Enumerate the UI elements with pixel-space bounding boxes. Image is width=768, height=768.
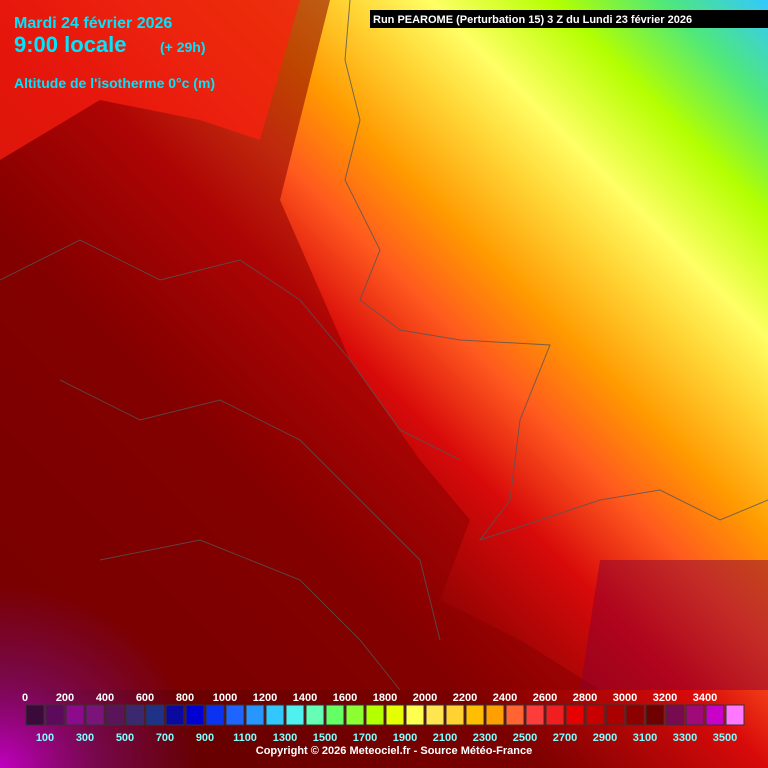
legend-swatch — [405, 704, 425, 726]
legend-swatch — [605, 704, 625, 726]
legend-swatch — [285, 704, 305, 726]
legend-label: 2100 — [433, 732, 457, 744]
legend-swatch — [525, 704, 545, 726]
legend-label: 1100 — [233, 732, 257, 744]
legend-swatch — [205, 704, 225, 726]
legend-swatch — [685, 704, 705, 726]
legend-label: 700 — [156, 732, 174, 744]
legend-label: 2300 — [473, 732, 497, 744]
legend-label: 2200 — [453, 692, 477, 704]
legend-swatch — [565, 704, 585, 726]
legend-label: 1500 — [313, 732, 337, 744]
legend-swatch — [85, 704, 105, 726]
legend-label: 1000 — [213, 692, 237, 704]
legend-swatch — [325, 704, 345, 726]
legend-label: 2900 — [593, 732, 617, 744]
legend-label: 800 — [176, 692, 194, 704]
legend-label: 500 — [116, 732, 134, 744]
legend-label: 3300 — [673, 732, 697, 744]
legend-swatch — [365, 704, 385, 726]
run-banner — [370, 10, 768, 28]
legend-swatch — [105, 704, 125, 726]
legend-label: 3000 — [613, 692, 637, 704]
legend-label: 2400 — [493, 692, 517, 704]
legend-swatch — [345, 704, 365, 726]
legend-label: 400 — [96, 692, 114, 704]
alps — [580, 560, 768, 690]
run-info: Run PEAROME (Perturbation 15) 3 Z du Lun… — [373, 14, 692, 26]
legend-swatch — [505, 704, 525, 726]
legend-swatch — [625, 704, 645, 726]
legend-swatch — [305, 704, 325, 726]
legend-label: 1900 — [393, 732, 417, 744]
legend-label: 900 — [196, 732, 214, 744]
legend-label: 2800 — [573, 692, 597, 704]
legend-label: 1200 — [253, 692, 277, 704]
legend-swatch — [645, 704, 665, 726]
legend-swatch — [25, 704, 45, 726]
red-zone — [0, 0, 300, 160]
legend-label: 0 — [22, 692, 28, 704]
legend-label: 1800 — [373, 692, 397, 704]
legend-label: 1700 — [353, 732, 377, 744]
legend-label: 600 — [136, 692, 154, 704]
legend-label: 1600 — [333, 692, 357, 704]
borders — [0, 0, 768, 691]
legend-swatch — [665, 704, 685, 726]
legend-label: 3200 — [653, 692, 677, 704]
legend-label: 1400 — [293, 692, 317, 704]
legend-swatch — [445, 704, 465, 726]
lead-time: (+ 29h) — [160, 39, 206, 55]
legend-swatch — [425, 704, 445, 726]
legend-label: 2500 — [513, 732, 537, 744]
copyright: Copyright © 2026 Meteociel.fr - Source M… — [256, 745, 532, 757]
legend-swatch — [385, 704, 405, 726]
time: 9:00 locale — [14, 32, 127, 57]
legend-swatch — [185, 704, 205, 726]
date: Mardi 24 février 2026 — [14, 15, 172, 32]
legend-label: 200 — [56, 692, 74, 704]
legend-swatch — [585, 704, 605, 726]
legend-swatch — [245, 704, 265, 726]
legend-swatch — [165, 704, 185, 726]
legend-swatch — [125, 704, 145, 726]
legend-label: 2000 — [413, 692, 437, 704]
legend-swatch — [725, 704, 745, 726]
legend-label: 3100 — [633, 732, 657, 744]
legend-swatch — [225, 704, 245, 726]
legend-swatch — [145, 704, 165, 726]
legend: 0 100 200 300 400 500 600 700 800 900 1000 1100 1200… — [22, 692, 745, 744]
legend-swatch — [65, 704, 85, 726]
legend-label: 3500 — [713, 732, 737, 744]
legend-label: 3400 — [693, 692, 717, 704]
legend-label: 2600 — [533, 692, 557, 704]
legend-label: 2700 — [553, 732, 577, 744]
legend-swatch — [705, 704, 725, 726]
legend-label: 100 — [36, 732, 54, 744]
legend-swatch — [485, 704, 505, 726]
legend-swatch — [265, 704, 285, 726]
legend-swatch — [545, 704, 565, 726]
legend-swatch — [465, 704, 485, 726]
legend-swatch — [45, 704, 65, 726]
legend-label: 1300 — [273, 732, 297, 744]
parameter: Altitude de l'isotherme 0°c (m) — [14, 75, 215, 91]
legend-label: 300 — [76, 732, 94, 744]
